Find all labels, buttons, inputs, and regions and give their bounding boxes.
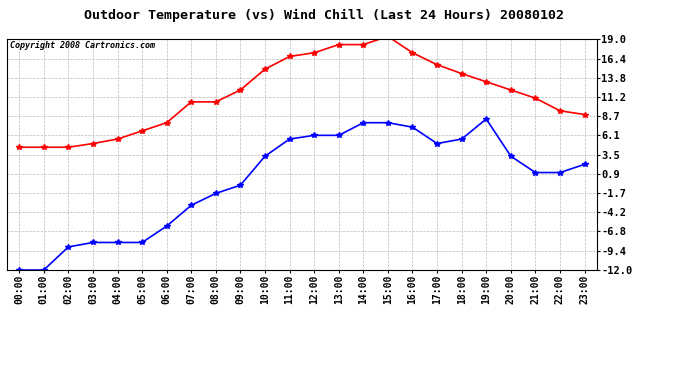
Text: Outdoor Temperature (vs) Wind Chill (Last 24 Hours) 20080102: Outdoor Temperature (vs) Wind Chill (Las… [84,9,564,22]
Text: Copyright 2008 Cartronics.com: Copyright 2008 Cartronics.com [10,40,155,50]
